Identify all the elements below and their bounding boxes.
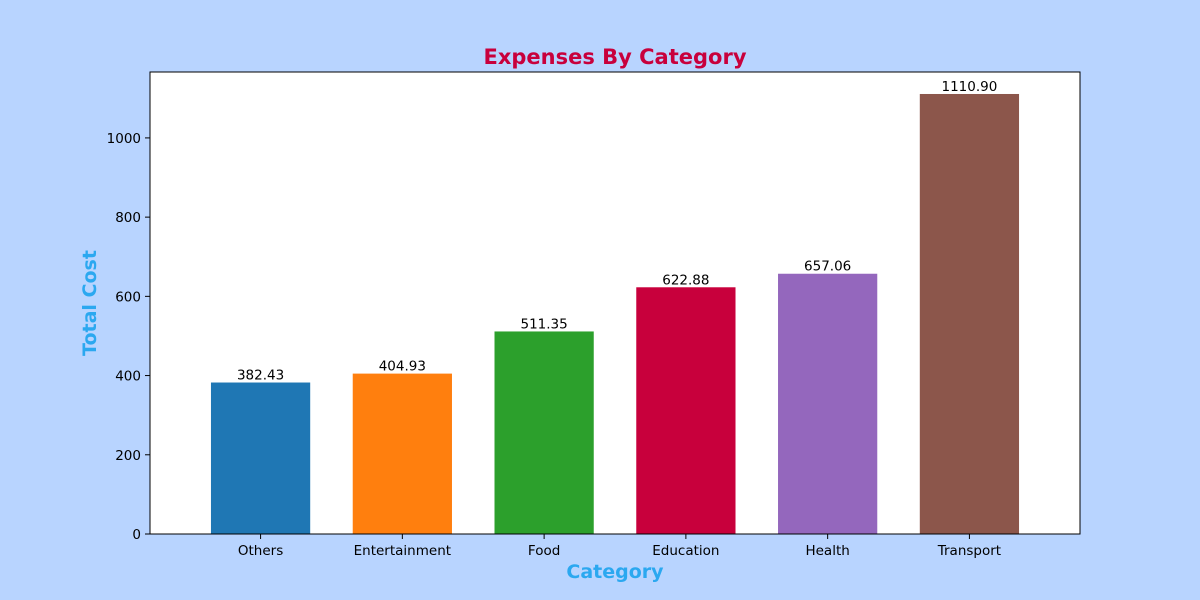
x-tick-label: Others xyxy=(238,543,283,559)
y-tick-label: 1000 xyxy=(107,131,141,147)
chart-title: Expenses By Category xyxy=(483,45,746,69)
y-tick-label: 0 xyxy=(132,527,141,543)
x-axis: Others Entertainment Food Education Health Tr… xyxy=(238,534,1001,559)
x-tick-label: Entertainment xyxy=(354,543,451,559)
value-label-others: 382.43 xyxy=(237,368,284,384)
value-label-entertainment: 404.93 xyxy=(379,359,426,375)
x-tick-label: Health xyxy=(805,543,849,559)
value-label-food: 511.35 xyxy=(520,316,567,332)
bar-others xyxy=(210,382,311,534)
bar-education xyxy=(636,287,736,534)
y-tick-label: 200 xyxy=(115,448,141,464)
x-tick-label: Food xyxy=(528,543,560,559)
value-labels-group: 382.43 404.93 511.35 622.88 657.06 1110.90 xyxy=(237,79,997,384)
bars-group xyxy=(210,93,1020,534)
value-label-health: 657.06 xyxy=(804,259,851,275)
bar-health xyxy=(778,273,878,534)
bar-food xyxy=(494,331,594,534)
bar-entertainment xyxy=(352,373,452,534)
y-axis: 0 200 400 600 800 1000 xyxy=(107,131,150,543)
value-label-education: 622.88 xyxy=(662,272,709,288)
y-tick-label: 600 xyxy=(115,289,141,305)
bar-transport xyxy=(919,93,1020,534)
y-axis-label: Total Cost xyxy=(79,250,101,356)
plot-frame xyxy=(149,71,1081,535)
y-tick-label: 400 xyxy=(115,369,141,385)
x-axis-label: Category xyxy=(566,561,664,583)
y-tick-label: 800 xyxy=(115,210,141,226)
value-label-transport: 1110.90 xyxy=(942,79,998,95)
x-tick-label: Education xyxy=(652,543,719,559)
x-tick-label: Transport xyxy=(937,543,1001,559)
